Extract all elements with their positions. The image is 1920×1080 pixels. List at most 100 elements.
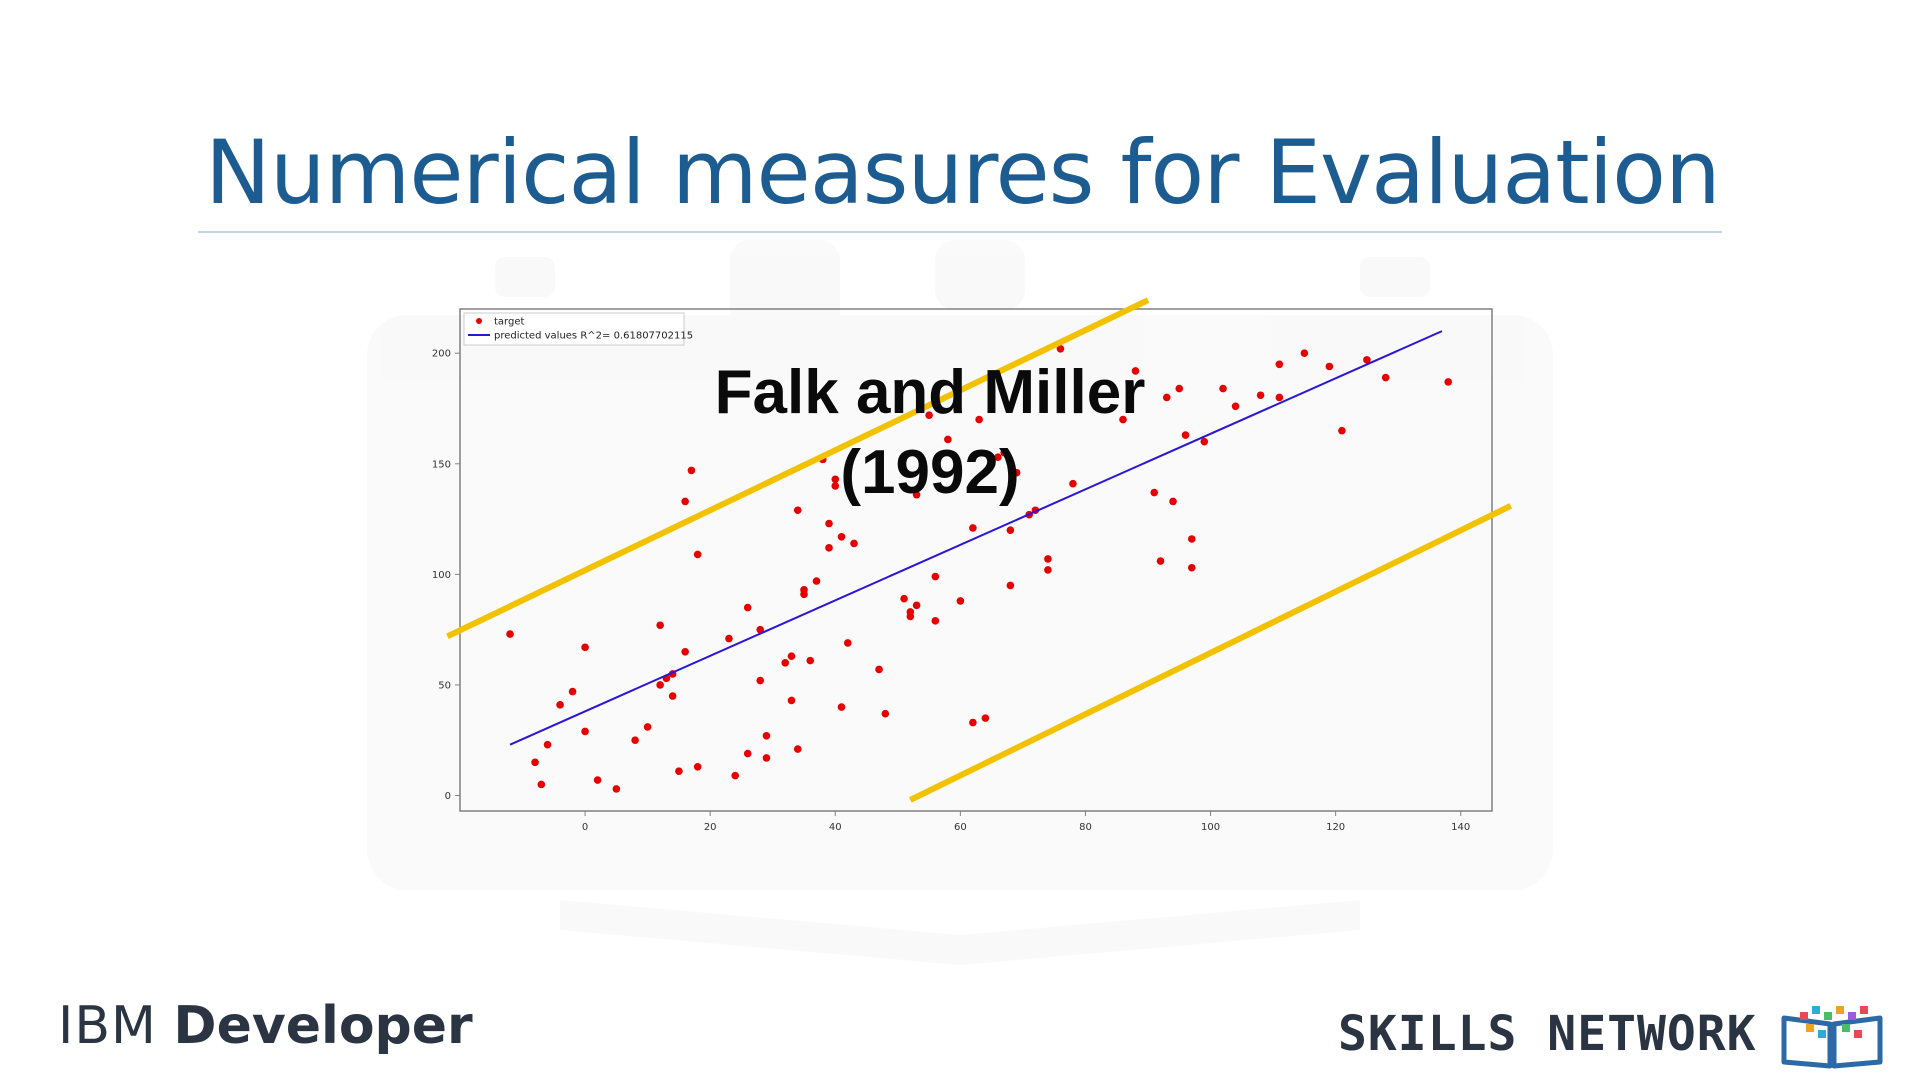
target-point [568,687,577,696]
target-point [1069,479,1077,488]
target-point [1056,345,1065,353]
target-point [1012,468,1021,477]
target-point [825,519,833,528]
target-point [850,539,858,548]
target-point [787,652,796,660]
target-point [956,597,965,605]
target-point [925,411,933,419]
brand-ibm-text: IBM [58,996,157,1056]
target-point [1169,497,1177,506]
target-point [593,776,602,784]
target-point [743,603,752,612]
y-tick-label: 200 [432,349,451,360]
skills-network-wordmark: SKILLS NETWORK [1338,1006,1757,1062]
y-tick-label: 50 [438,680,451,691]
target-point [831,482,840,490]
x-tick-label: 80 [1079,822,1092,833]
target-point [1150,488,1159,497]
target-points [506,345,1453,793]
target-point [537,780,546,789]
target-point [1325,362,1334,371]
target-point [912,490,921,499]
title-divider [198,231,1722,233]
target-point [931,617,940,625]
target-point [1231,402,1240,411]
target-point [787,696,796,705]
target-point [693,550,702,559]
target-point [581,727,589,736]
target-point [506,630,514,638]
target-point [900,594,908,603]
target-point [681,647,689,656]
target-point [693,762,702,771]
target-point [837,703,846,711]
target-point [1119,415,1127,424]
target-point [731,771,739,780]
target-point [1275,393,1284,402]
annotation-line [909,503,1513,803]
target-point [631,736,639,745]
target-point [781,659,790,667]
target-point [1275,360,1284,369]
target-point [1044,566,1052,574]
target-point [543,740,552,749]
target-point [1175,384,1184,393]
target-point [906,608,915,616]
target-point [643,723,652,731]
target-point [1131,367,1140,375]
target-point [793,745,802,753]
target-point [1181,431,1190,439]
brand-developer-text: Developer [173,996,473,1056]
target-point [531,758,539,767]
x-tick-label: 120 [1326,822,1345,833]
target-point [656,621,664,630]
target-point [1044,555,1052,563]
target-point [1156,557,1165,565]
target-point [762,732,771,740]
plot-frame [459,308,1493,812]
target-point [969,718,977,727]
overlay-citation-line-2: (1992) [840,438,1020,507]
slide-title: Numerical measures for Evaluation [205,121,1721,224]
target-point [1256,391,1265,400]
target-point [1219,384,1227,393]
legend-label-predicted: predicted values R^2= 0.61807702115 [494,331,693,342]
x-tick-label: 0 [582,822,588,833]
predicted-values-line [509,330,1443,746]
annotation-lines [446,297,1513,803]
target-point [756,625,765,634]
target-point [825,544,833,552]
target-point [1300,349,1309,358]
x-tick-label: 20 [704,822,717,833]
target-point [656,681,664,689]
target-point [1338,426,1346,435]
target-point [1363,356,1371,364]
target-point [1187,563,1196,572]
target-point [668,692,677,700]
target-point [944,435,952,444]
x-tick-label: 40 [829,822,842,833]
target-point [800,586,808,594]
target-point [1006,581,1015,590]
y-tick-label: 150 [432,459,451,470]
target-point [881,709,890,718]
x-tick-label: 100 [1201,822,1220,833]
target-point [556,701,564,709]
x-axis-ticks: 0 20 40 60 80 100 120 140 [582,811,1470,833]
legend-box [463,312,685,346]
legend-marker-target [476,318,482,324]
target-point [912,601,921,610]
ibm-developer-logo: IBM Developer [58,1000,473,1052]
target-point [725,634,733,643]
target-point [762,754,771,762]
target-point [806,656,815,665]
target-point [1000,448,1008,457]
legend-label-target: target [494,317,524,328]
target-point [675,767,683,775]
target-point [1006,526,1015,534]
target-point [612,785,621,793]
target-point [994,453,1002,461]
overlay-citation-line-1: Falk and Miller [714,358,1146,427]
target-point [581,643,589,652]
